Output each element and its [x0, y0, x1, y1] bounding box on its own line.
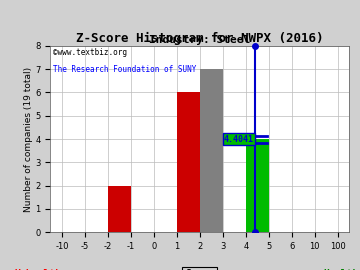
Bar	[246, 139, 269, 232]
Text: The Research Foundation of SUNY: The Research Foundation of SUNY	[53, 65, 197, 73]
Text: Industry: Steel: Industry: Steel	[149, 35, 251, 45]
Text: Score: Score	[185, 269, 215, 270]
Text: ©www.textbiz.org: ©www.textbiz.org	[53, 48, 127, 57]
Bar	[177, 92, 200, 232]
Y-axis label: Number of companies (19 total): Number of companies (19 total)	[23, 66, 32, 212]
Text: 4.4041: 4.4041	[224, 134, 254, 144]
Title: Z-Score Histogram for NWPX (2016): Z-Score Histogram for NWPX (2016)	[76, 32, 324, 45]
Bar	[108, 186, 131, 232]
Text: Unhealthy: Unhealthy	[14, 269, 67, 270]
Text: Healthy: Healthy	[323, 269, 360, 270]
Bar	[200, 69, 223, 232]
